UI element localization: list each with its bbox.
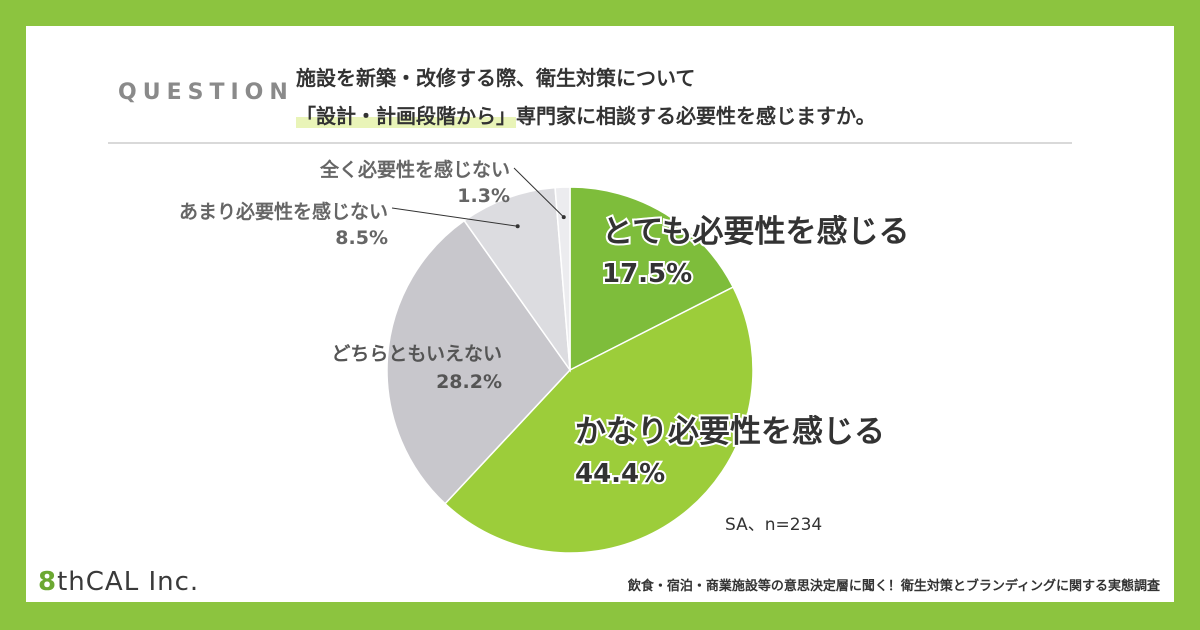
logo-text: thCAL — [57, 567, 140, 597]
slice-label-4: 全く必要性を感じない — [319, 158, 510, 181]
slice-label-3: あまり必要性を感じない — [179, 200, 388, 223]
question-rest: 専門家に相談する必要性を感じますか。 — [516, 104, 876, 128]
leader-line-3 — [391, 207, 518, 227]
logo-number: 8 — [38, 567, 58, 597]
slice-label-1: かなり必要性を感じる — [575, 414, 885, 450]
survey-title: 飲食・宿泊・商業施設等の意思決定層に聞く！衛生対策とブランディングに関する実態調… — [627, 579, 1160, 594]
pie-slice-2 — [386, 219, 571, 505]
divider — [108, 142, 1072, 144]
slice-value-1: 44.4% — [575, 459, 665, 489]
slice-value-4: 1.3% — [457, 185, 510, 207]
question-line-1: 施設を新築・改修する際、衛生対策について — [296, 66, 696, 90]
leader-dot-3 — [515, 224, 520, 229]
slice-value-0: 17.5% — [602, 259, 692, 289]
slice-label-2: どちらともいえない — [331, 343, 502, 365]
question-highlight: 「設計・計画段階から」 — [296, 104, 516, 128]
slice-value-2: 28.2% — [436, 371, 502, 393]
leader-lines — [391, 167, 566, 229]
leader-dot-4 — [561, 215, 566, 220]
question-label: QUESTION — [118, 80, 294, 105]
leader-line-4 — [513, 167, 565, 218]
pie-slice-0 — [569, 186, 735, 372]
pie-slice-3 — [463, 186, 571, 373]
logo-suffix: Inc. — [148, 567, 200, 597]
pie-slice-4 — [554, 186, 571, 371]
pie-slice-1 — [443, 286, 754, 554]
slice-label-0: とても必要性を感じる — [602, 214, 910, 250]
company-logo: 8thCAL Inc. — [38, 566, 208, 598]
slice-value-3: 8.5% — [335, 227, 388, 249]
question-line-2: 「設計・計画段階から」専門家に相談する必要性を感じますか。 — [296, 100, 876, 129]
pie-slices — [386, 186, 754, 554]
sample-note: SA、n=234 — [725, 515, 822, 535]
